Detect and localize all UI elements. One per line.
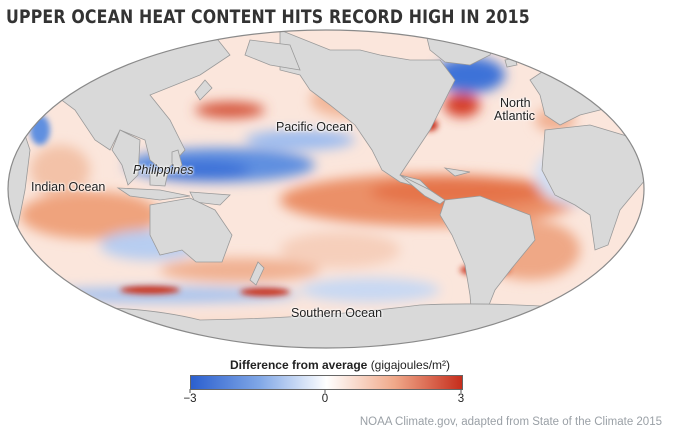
land-alaska xyxy=(244,39,301,71)
globe-outline xyxy=(7,29,645,349)
legend-colorbar xyxy=(190,375,463,390)
land-north-america xyxy=(279,30,456,191)
legend-tick-min: −3 xyxy=(183,393,197,405)
land-philippines xyxy=(171,149,183,173)
legend-title-main: Difference from average xyxy=(229,358,368,372)
land-new-zealand xyxy=(249,261,265,286)
land-australia xyxy=(149,197,233,263)
land-europe xyxy=(529,30,641,126)
label-philippines: Philippines xyxy=(133,163,194,177)
label-north-atlantic-line1: North xyxy=(500,96,531,110)
land-indochina xyxy=(111,129,141,186)
source-credit: NOAA Climate.gov, adapted from State of … xyxy=(359,416,662,428)
legend-tick-mid: 0 xyxy=(321,393,329,405)
land-borneo xyxy=(149,171,169,187)
land-central-america xyxy=(399,174,446,205)
label-north-atlantic-line2: Atlantic xyxy=(494,109,535,123)
label-indian-ocean: Indian Ocean xyxy=(31,180,106,194)
land-indonesia xyxy=(116,187,191,201)
legend-tick-max: 3 xyxy=(457,393,465,405)
land-japan xyxy=(194,79,213,101)
land-new-guinea xyxy=(189,191,231,206)
legend-title: Difference from average (gigajoules/m²) xyxy=(0,358,680,372)
map-title: UPPER OCEAN HEAT CONTENT HITS RECORD HIG… xyxy=(6,6,530,28)
land-cuba xyxy=(443,167,471,177)
legend-units: (gigajoules/m²) xyxy=(370,358,451,372)
label-pacific-ocean: Pacific Ocean xyxy=(276,120,354,134)
label-southern-ocean: Southern Ocean xyxy=(291,306,383,320)
